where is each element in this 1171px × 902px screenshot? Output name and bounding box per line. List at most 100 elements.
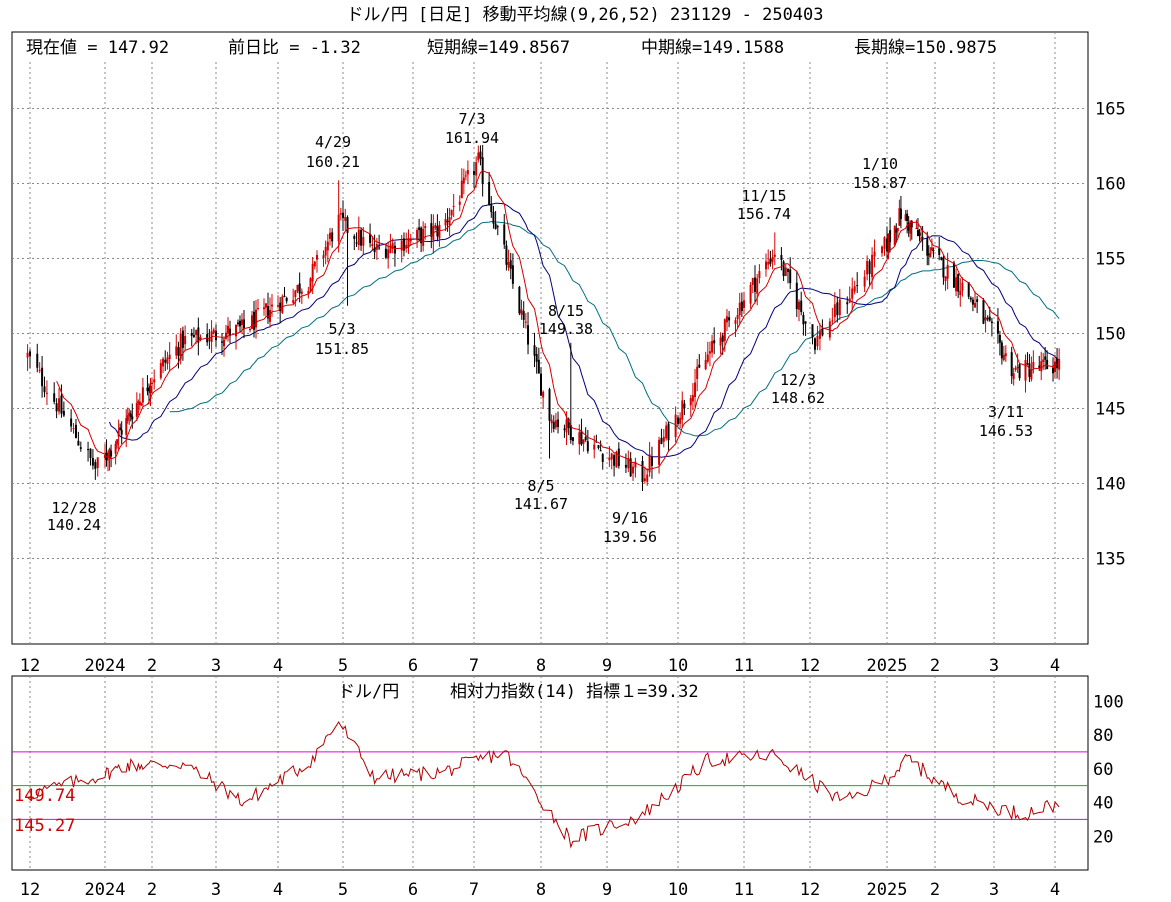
candle-up — [251, 315, 253, 329]
rsi-x-tick-label: 8 — [536, 880, 546, 900]
candle-up — [798, 301, 800, 310]
candle-up — [871, 254, 874, 278]
candle-down — [505, 245, 508, 265]
candle-up — [162, 358, 165, 367]
candle-up — [126, 415, 129, 421]
candle-up — [108, 448, 111, 458]
candle-up — [691, 395, 694, 402]
candle-up — [311, 264, 314, 282]
candle-up — [706, 354, 709, 362]
rsi-x-axis: 12 2024 2 3 4 5 6 7 8 9 10 11 12 2025 2 3 4 — [20, 880, 1060, 900]
candle-up — [316, 255, 318, 260]
candle-down — [430, 223, 433, 237]
candle-up — [1002, 354, 1005, 360]
price-x-tick-label: 2 — [147, 656, 157, 676]
annotation-date: 4/29 — [315, 133, 351, 151]
candle-down — [895, 228, 898, 233]
price-y-tick-label: 145 — [1095, 400, 1126, 420]
candle-up — [743, 300, 745, 308]
candle-up — [175, 346, 178, 356]
candle-up — [151, 382, 153, 385]
candle-down — [91, 458, 94, 466]
candle-down — [490, 204, 493, 213]
candle-down — [907, 222, 910, 231]
candle-up — [749, 284, 752, 304]
price-x-tick-label: 3 — [989, 656, 999, 676]
candle-up — [324, 246, 327, 256]
annotation-date: 12/3 — [780, 371, 816, 389]
candle-up — [255, 309, 257, 328]
candle-down — [952, 262, 955, 288]
candle-down — [629, 458, 632, 477]
rsi-y-axis: 20 40 60 80 100 — [1093, 692, 1124, 847]
candle-down — [802, 315, 805, 325]
candle-down — [177, 347, 180, 356]
candle-up — [674, 414, 677, 438]
candle-down — [89, 448, 92, 459]
rsi-x-tick-label: 2 — [930, 880, 940, 900]
candle-up — [883, 237, 886, 249]
candle-down — [683, 403, 686, 409]
candle-down — [94, 462, 97, 469]
candle-down — [503, 224, 506, 245]
candle-down — [253, 311, 255, 330]
price-x-tick-label: 6 — [408, 656, 418, 676]
candle-up — [719, 337, 722, 346]
candle-up — [96, 457, 99, 468]
candle-down — [921, 237, 924, 239]
candle-down — [402, 238, 405, 251]
candle-down — [976, 299, 979, 302]
rsi-pair-label: ドル/円 — [338, 682, 399, 702]
candle-down — [728, 317, 731, 321]
candle-up — [1024, 360, 1027, 381]
candle-down — [584, 436, 587, 441]
candle-up — [909, 222, 912, 234]
candle-up — [337, 214, 340, 242]
rsi-upper-price-label: 149.74 — [14, 786, 75, 806]
candle-down — [533, 345, 536, 356]
candle-up — [898, 208, 901, 226]
candle-down — [927, 253, 930, 256]
candle-up — [961, 282, 964, 291]
rsi-y-tick-label: 20 — [1093, 827, 1113, 847]
candle-up — [452, 206, 455, 208]
candle-up — [292, 300, 295, 303]
candle-down — [563, 428, 566, 430]
candle-up — [277, 305, 279, 307]
candle-up — [477, 152, 480, 161]
candle-down — [557, 419, 560, 427]
candle-up — [904, 214, 907, 221]
candle-up — [179, 333, 182, 360]
candle-up — [767, 261, 770, 265]
candle-up — [448, 217, 451, 225]
candle-up — [249, 328, 251, 331]
candle-down — [990, 321, 993, 324]
candle-up — [608, 457, 611, 461]
price-y-tick-label: 155 — [1095, 250, 1126, 270]
candle-down — [393, 245, 396, 254]
candle-down — [41, 367, 44, 387]
price-y-tick-label: 165 — [1095, 100, 1126, 120]
annotation-date: 12/28 — [51, 499, 96, 517]
candle-down — [1018, 364, 1021, 379]
candle-up — [223, 339, 225, 347]
candle-down — [237, 322, 239, 325]
candle-down — [597, 445, 600, 449]
candle-up — [128, 412, 131, 416]
candle-up — [520, 309, 523, 315]
candle-down — [721, 335, 724, 342]
candle-down — [795, 282, 798, 310]
candle-down — [87, 449, 90, 451]
rsi-x-tick-label: 3 — [989, 880, 999, 900]
candle-up — [643, 478, 646, 481]
candle-down — [267, 306, 269, 319]
rsi-x-tick-label: 4 — [273, 880, 283, 900]
candle-down — [360, 230, 363, 246]
candle-up — [816, 335, 819, 347]
candle-down — [811, 324, 814, 338]
candle-down — [982, 299, 985, 324]
candle-down — [74, 424, 77, 439]
price-x-tick-label: 4 — [273, 656, 283, 676]
